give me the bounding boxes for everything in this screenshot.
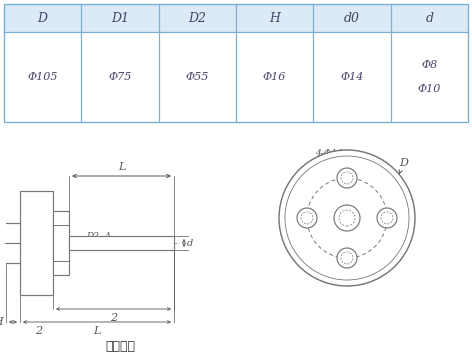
Text: 2: 2 (110, 313, 117, 323)
Circle shape (279, 150, 415, 286)
Text: H: H (0, 317, 3, 327)
Text: Φ105: Φ105 (27, 72, 58, 82)
Text: D2: D2 (188, 12, 206, 25)
Text: Φ16: Φ16 (263, 72, 287, 82)
Text: D2  A: D2 A (86, 232, 111, 241)
Bar (53, 211, 69, 275)
Text: Φ10: Φ10 (418, 84, 441, 94)
Bar (20, 191, 53, 295)
Circle shape (337, 248, 357, 268)
Bar (4, 4, 468, 122)
Text: Φ75: Φ75 (108, 72, 132, 82)
Circle shape (297, 208, 317, 228)
Text: D: D (38, 12, 48, 25)
Circle shape (334, 205, 360, 231)
Text: D1: D1 (111, 12, 129, 25)
Text: H: H (269, 12, 280, 25)
Circle shape (337, 168, 357, 188)
Circle shape (377, 208, 397, 228)
Bar (69, 236, 174, 250)
Text: d: d (425, 12, 433, 25)
Text: L: L (118, 162, 125, 172)
Text: Φ14: Φ14 (340, 72, 364, 82)
Text: 2: 2 (35, 326, 42, 336)
Text: 固定法兰: 固定法兰 (105, 339, 135, 352)
Text: L: L (93, 326, 101, 336)
Bar (4, 32, 468, 122)
Text: 4-Φ14: 4-Φ14 (315, 149, 343, 165)
Text: Φ8: Φ8 (421, 60, 438, 70)
Text: Φ55: Φ55 (185, 72, 209, 82)
Text: d: d (187, 239, 193, 248)
Text: D: D (399, 158, 408, 174)
Bar (4, 4, 468, 32)
Text: d0: d0 (344, 12, 360, 25)
